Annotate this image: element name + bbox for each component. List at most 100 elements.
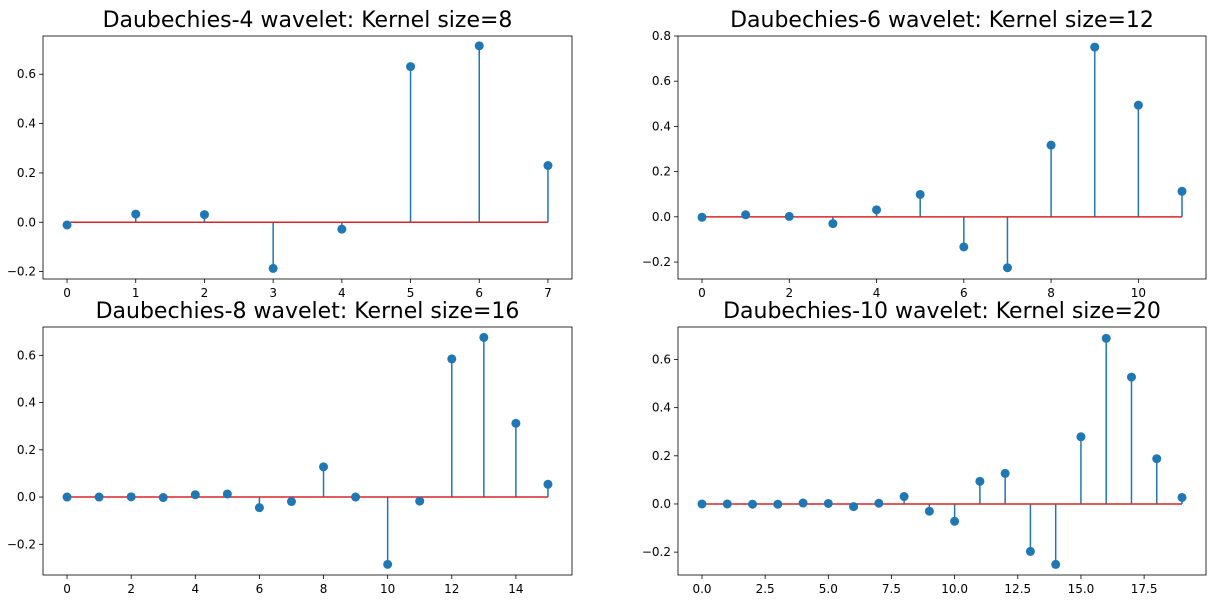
- x-tick-label: 4: [338, 286, 346, 300]
- x-tick-label: 0: [698, 286, 706, 300]
- stem-marker: [748, 499, 758, 509]
- x-tick-label: 12.5: [1004, 582, 1031, 596]
- stem-marker: [773, 499, 783, 509]
- stem-marker: [924, 506, 934, 516]
- x-tick-label: 4: [191, 582, 199, 596]
- y-tick-label: 0.2: [652, 165, 671, 179]
- y-tick-label: 0.4: [652, 401, 671, 415]
- stem-marker: [415, 496, 425, 506]
- stem-marker: [1126, 372, 1136, 382]
- y-tick-label: 0.6: [652, 353, 671, 367]
- x-tick-label: 8: [1047, 286, 1055, 300]
- x-tick-label: 0: [63, 286, 71, 300]
- x-tick-label: 0: [63, 582, 71, 596]
- chart-title: Daubechies-6 wavelet: Kernel size=12: [730, 8, 1154, 33]
- stem-marker: [254, 503, 264, 513]
- x-tick-label: 5: [407, 286, 415, 300]
- y-tick-label: 0.4: [17, 117, 36, 131]
- stem-marker: [899, 492, 909, 502]
- stem-marker: [158, 493, 168, 503]
- y-tick-label: 0.4: [652, 119, 671, 133]
- stem-marker: [697, 499, 707, 509]
- stem-marker: [874, 498, 884, 508]
- x-tick-label: 4: [873, 286, 881, 300]
- stem-marker: [131, 209, 141, 219]
- stem-marker: [798, 498, 808, 508]
- stem-marker: [337, 224, 347, 234]
- y-tick-label: 0.0: [17, 215, 36, 229]
- stem-marker: [1002, 263, 1012, 273]
- y-tick-label: 0.2: [652, 449, 671, 463]
- stem-marker: [915, 189, 925, 199]
- stem-marker: [62, 492, 72, 502]
- y-tick-label: 0.0: [652, 497, 671, 511]
- y-tick-label: 0.2: [17, 443, 36, 457]
- chart-title: Daubechies-4 wavelet: Kernel size=8: [103, 8, 513, 33]
- stem-marker: [1051, 559, 1061, 569]
- y-tick-label: −0.2: [7, 537, 36, 551]
- axes-frame: [677, 326, 1207, 576]
- stem-marker: [1090, 42, 1100, 52]
- stem-marker: [1152, 454, 1162, 464]
- stem-marker: [94, 492, 104, 502]
- y-tick-label: 0.0: [17, 490, 36, 504]
- x-tick-label: 6: [960, 286, 968, 300]
- stem-marker: [319, 462, 329, 472]
- stem-marker: [1025, 546, 1035, 556]
- stem-marker: [479, 332, 489, 342]
- stem-marker: [511, 418, 521, 428]
- x-tick-label: 10: [1131, 286, 1146, 300]
- y-tick-label: 0.2: [17, 166, 36, 180]
- x-tick-label: 2: [127, 582, 135, 596]
- y-tick-label: 0.8: [652, 29, 671, 43]
- stem-marker: [447, 354, 457, 364]
- stem-marker: [1177, 492, 1187, 502]
- axes-frame: [42, 35, 573, 280]
- x-tick-label: 0.0: [692, 582, 711, 596]
- subplot-1: Daubechies-4 wavelet: Kernel size=8 0 1 2 3 4…: [7, 8, 573, 300]
- stem-marker: [849, 502, 859, 512]
- chart-title: Daubechies-10 wavelet: Kernel size=20: [723, 299, 1161, 324]
- x-tick-label: 6: [256, 582, 264, 596]
- stem-marker: [697, 212, 707, 222]
- x-tick-label: 1: [132, 286, 140, 300]
- stem-marker: [741, 210, 751, 220]
- stem-marker: [383, 559, 393, 569]
- x-tick-label: 10.0: [941, 582, 968, 596]
- x-tick-label: 5.0: [819, 582, 838, 596]
- chart-title: Daubechies-8 wavelet: Kernel size=16: [96, 299, 520, 324]
- y-tick-label: −0.2: [642, 545, 671, 559]
- y-tick-label: 0.6: [17, 348, 36, 362]
- subplot-4: Daubechies-10 wavelet: Kernel size=20 0.0…: [642, 299, 1207, 596]
- stem-marker: [823, 498, 833, 508]
- x-tick-label: 6: [475, 286, 483, 300]
- stem-marker: [1076, 432, 1086, 442]
- stem-marker: [1101, 333, 1111, 343]
- stem-marker: [1177, 186, 1187, 196]
- stem-marker: [286, 497, 296, 507]
- stem-marker: [722, 499, 732, 509]
- x-tick-label: 15.0: [1068, 582, 1095, 596]
- subplot-3: Daubechies-8 wavelet: Kernel size=16 0 2 4 6…: [7, 299, 573, 596]
- x-tick-label: 2: [785, 286, 793, 300]
- stem-marker: [784, 211, 794, 221]
- x-tick-label: 12: [444, 582, 459, 596]
- stem-marker: [543, 479, 553, 489]
- stem-marker: [1000, 468, 1010, 478]
- x-tick-label: 8: [320, 582, 328, 596]
- axes-frame: [42, 326, 573, 576]
- stem-marker: [543, 161, 553, 171]
- x-tick-label: 7: [544, 286, 552, 300]
- x-tick-label: 7.5: [882, 582, 901, 596]
- x-tick-label: 14: [508, 582, 523, 596]
- x-tick-label: 2: [201, 286, 209, 300]
- y-tick-label: 0.6: [652, 74, 671, 88]
- stem-marker: [975, 476, 985, 486]
- stem-marker: [199, 210, 209, 220]
- stem-marker: [126, 492, 136, 502]
- stem-marker: [1046, 140, 1056, 150]
- stem-marker: [828, 219, 838, 229]
- stem-marker: [1133, 100, 1143, 110]
- stem-marker: [351, 492, 361, 502]
- stem-marker: [268, 263, 278, 273]
